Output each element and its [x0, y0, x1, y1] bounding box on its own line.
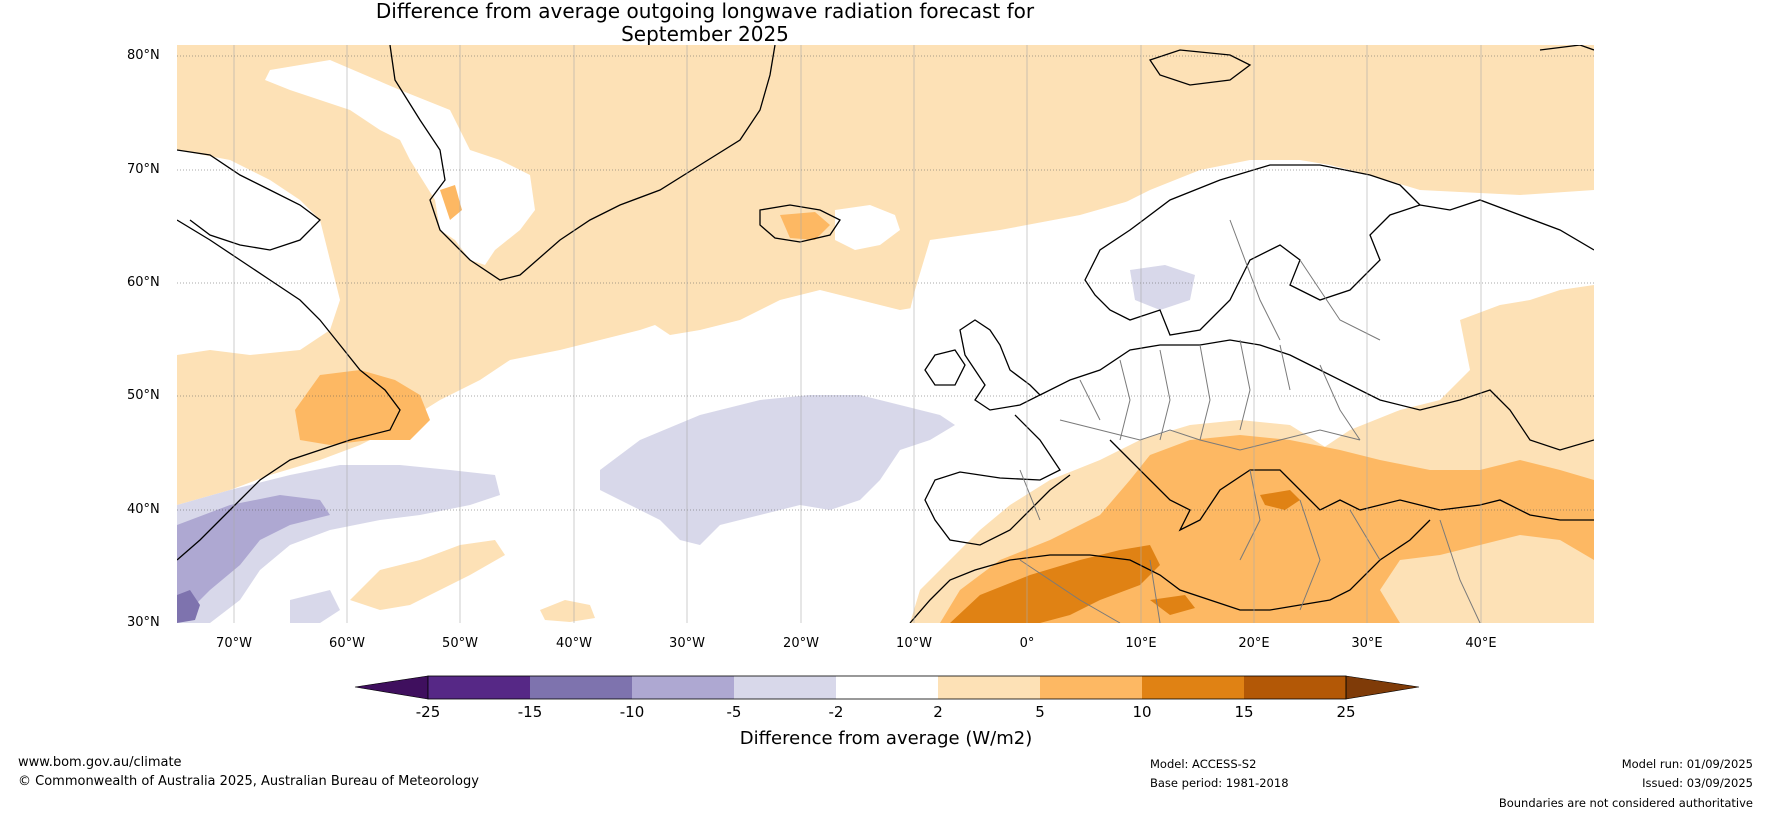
colorbar: [354, 675, 1420, 700]
lon-label-70w: 70°W: [216, 636, 252, 651]
colorbar-bin-10-15: [1142, 676, 1244, 699]
negative-anomaly-region-central-atlantic: [600, 395, 955, 545]
coastline-finland-russia-arctic: [1419, 199, 1594, 251]
colorbar-bin-neg5-neg2: [734, 676, 836, 699]
colorbar-extend-low: [354, 675, 429, 700]
colorbar-tick-neg2: -2: [828, 703, 844, 721]
coastline-greenland: [389, 45, 776, 281]
positive-anomaly-region-newfoundland: [295, 370, 430, 445]
colorbar-outline: [427, 675, 1347, 700]
colorbar-bin-5-10: [1040, 676, 1142, 699]
colorbar-tick-2: 2: [933, 703, 943, 721]
footer-disclaimer: Boundaries are not considered authoritat…: [1498, 796, 1753, 810]
neutral-region-iceland-east: [835, 205, 900, 250]
coastline-western-europe: [1039, 339, 1594, 451]
colorbar-tick-25: 25: [1336, 703, 1356, 721]
footer-model-run: Model run: 01/09/2025: [1621, 757, 1753, 771]
lon-label-60w: 60°W: [329, 636, 365, 651]
colorbar-bin-neg2-2: [836, 676, 938, 699]
lon-label-30e: 30°E: [1351, 636, 1383, 651]
lat-label-60n: 60°N: [127, 275, 160, 290]
positive-anomaly-region-greenland-coast: [440, 185, 462, 220]
colorbar-extend-high: [1345, 675, 1420, 700]
colorbar-tick-neg15: -15: [517, 703, 543, 721]
positive-anomaly-region-balkans: [1260, 490, 1300, 510]
lon-label-40w: 40°W: [556, 636, 592, 651]
positive-anomaly-region-north-atlantic: [177, 45, 1594, 505]
colorbar-bin-2-5: [938, 676, 1040, 699]
positive-anomaly-region-north-africa: [950, 545, 1160, 623]
footer-model: Model: ACCESS-S2: [1150, 757, 1257, 771]
positive-anomaly-region-libya: [1150, 595, 1195, 615]
lon-label-20e: 20°E: [1238, 636, 1270, 651]
lat-label-70n: 70°N: [127, 162, 160, 177]
colorbar-tick-10: 10: [1132, 703, 1152, 721]
colorbar-tick-neg25: -25: [415, 703, 441, 721]
footer-copyright: © Commonwealth of Australia 2025, Austra…: [18, 774, 479, 789]
colorbar-tick-15: 15: [1234, 703, 1254, 721]
neutral-region-scandinavia: [900, 190, 1480, 470]
colorbar-bin-neg25-neg15: [428, 676, 530, 699]
colorbar-tick-5: 5: [1035, 703, 1045, 721]
graticule: [177, 45, 1594, 623]
country-borders: [1019, 219, 1481, 623]
colorbar-bin-15-25: [1244, 676, 1346, 699]
coastline-italy-balkans: [1109, 439, 1594, 532]
negative-anomaly-region-southwest-core: [177, 590, 200, 623]
coastline-iceland: [759, 204, 841, 243]
lat-label-30n: 30°N: [127, 615, 160, 630]
lon-label-50w: 50°W: [442, 636, 478, 651]
lon-label-10e: 10°E: [1125, 636, 1157, 651]
colorbar-label: Difference from average (W/m2): [739, 728, 1033, 749]
coastlines: [177, 45, 1594, 623]
lat-label-40n: 40°N: [127, 502, 160, 517]
map-canvas: [177, 45, 1594, 623]
lat-label-80n: 80°N: [127, 48, 160, 63]
negative-anomaly-region-southwest-inner: [177, 495, 330, 623]
neutral-region-labrador: [177, 150, 340, 355]
footer-base-period: Base period: 1981-2018: [1150, 776, 1289, 790]
positive-anomaly-region-subtropical-atlantic: [350, 540, 505, 610]
lon-label-0: 0°: [1019, 636, 1035, 651]
colorbar-bin-neg10-neg5: [632, 676, 734, 699]
negative-anomaly-region-baltic: [1130, 265, 1195, 310]
lon-label-30w: 30°W: [669, 636, 705, 651]
coastline-labrador: [177, 219, 401, 561]
coastline-north-africa: [909, 519, 1431, 623]
coastline-british-isles: [924, 319, 1042, 411]
map-title: Difference from average outgoing longwav…: [0, 0, 1410, 46]
colorbar-tick-neg5: -5: [726, 703, 742, 721]
map-title-line1: Difference from average outgoing longwav…: [375, 0, 1035, 23]
lon-label-20w: 20°W: [783, 636, 819, 651]
lon-label-10w: 10°W: [896, 636, 932, 651]
colorbar-bin-neg15-neg10: [530, 676, 632, 699]
colorbar-tick-neg10: -10: [619, 703, 645, 721]
footer-issued: Issued: 03/09/2025: [1642, 776, 1753, 790]
coastline-iberia: [924, 414, 1071, 546]
negative-anomaly-region-southwest-tail: [290, 590, 340, 623]
neutral-region-greenland: [265, 60, 535, 265]
lat-label-50n: 50°N: [127, 388, 160, 403]
coastline-scandinavia: [1084, 164, 1422, 336]
positive-anomaly-region-iceland: [780, 212, 830, 240]
border-lines-europe: [1019, 219, 1481, 623]
coastline-baffin: [177, 149, 321, 251]
coastline-arctic-islands: [1148, 45, 1594, 86]
map-title-line2: September 2025: [621, 22, 789, 46]
footer-website: www.bom.gov.au/climate: [18, 755, 182, 770]
lon-label-40e: 40°E: [1465, 636, 1497, 651]
positive-anomaly-region-small-atlantic: [540, 600, 595, 622]
